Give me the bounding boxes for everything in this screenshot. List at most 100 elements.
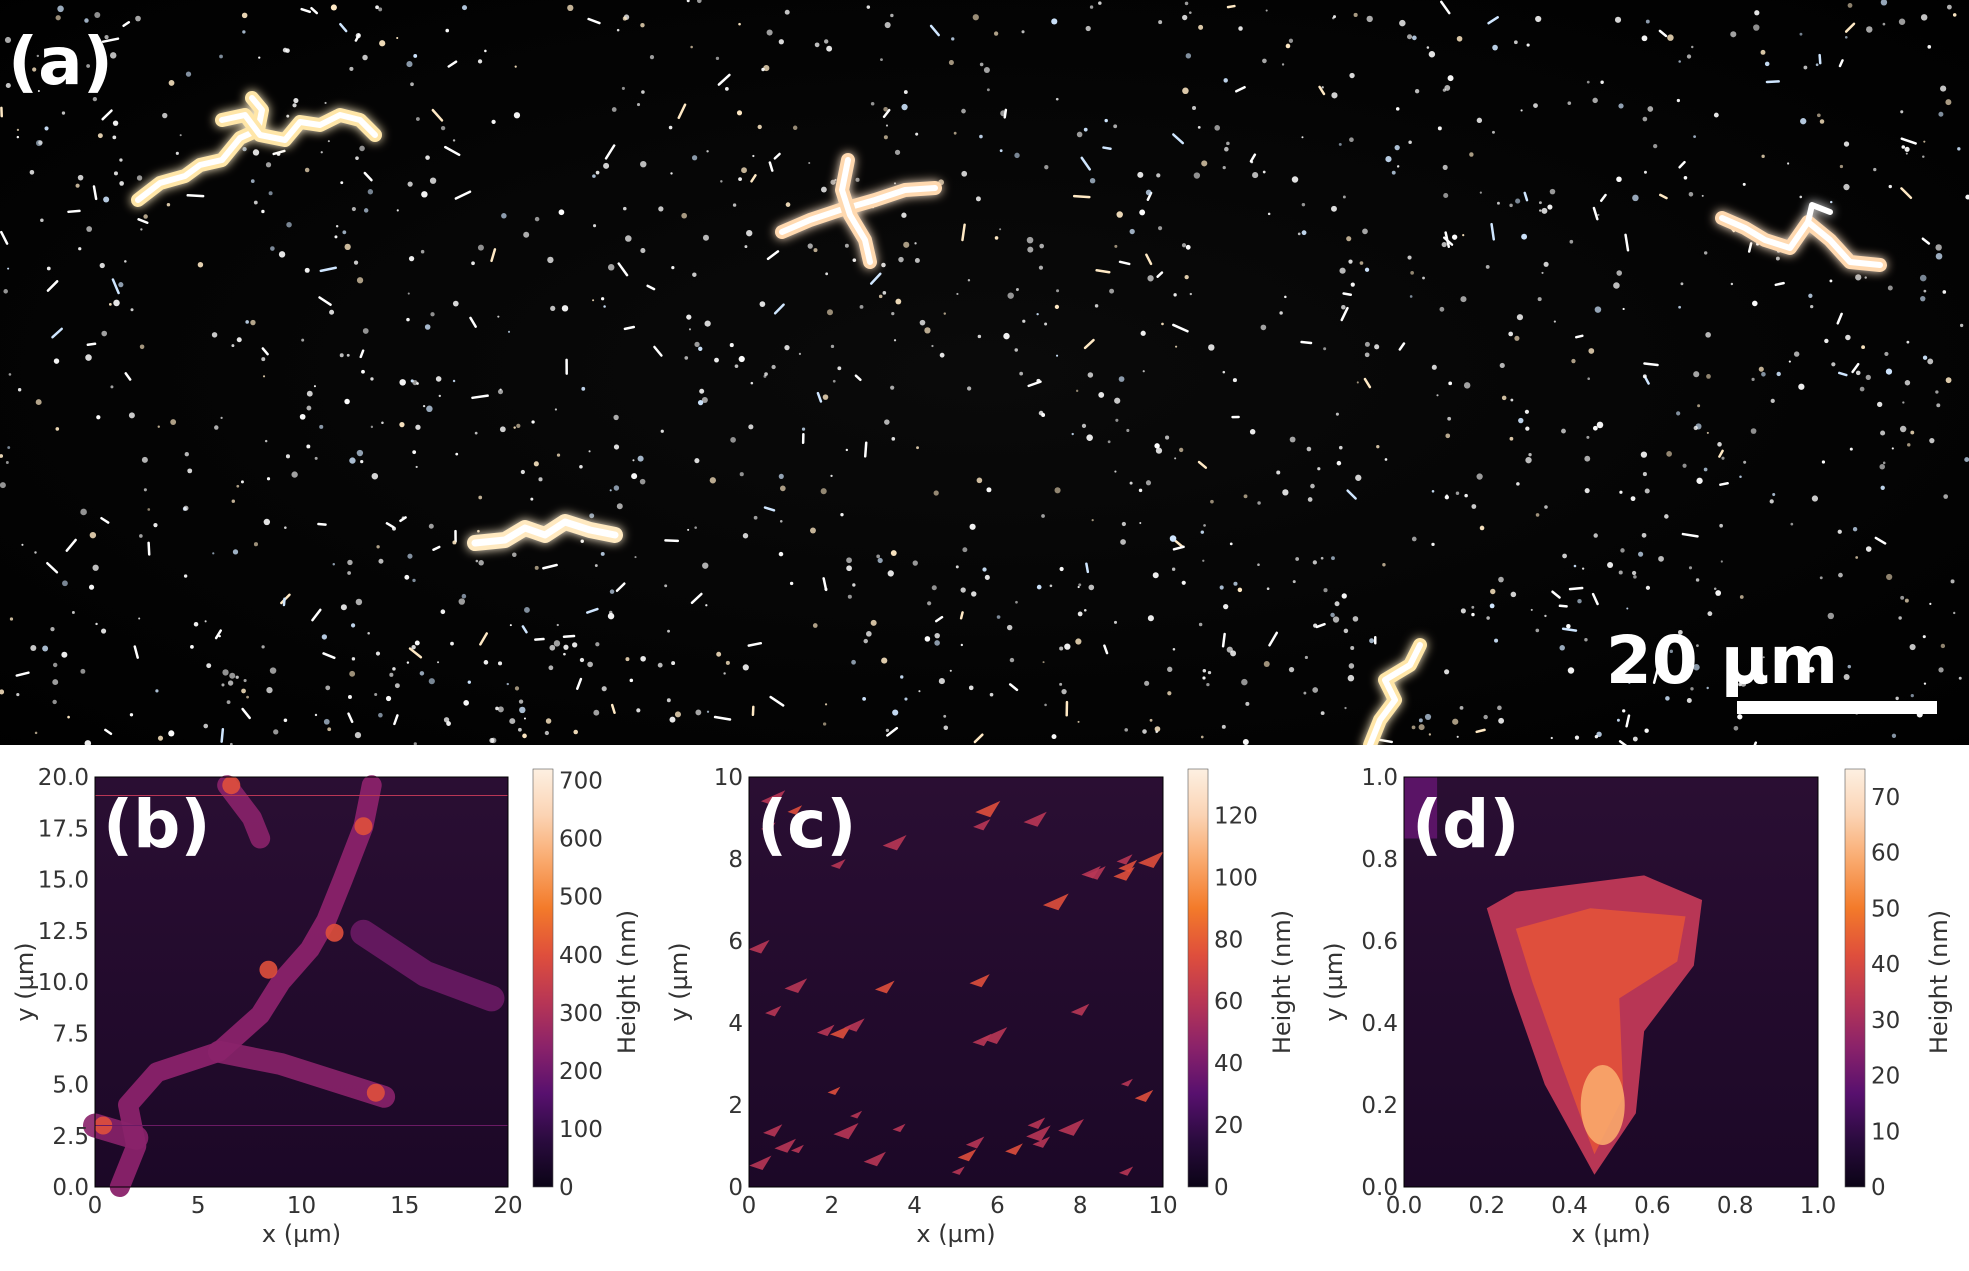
particle: [961, 170, 968, 177]
particle: [554, 408, 557, 411]
particle: [1021, 30, 1025, 34]
particle: [1843, 141, 1850, 147]
particle: [1747, 242, 1753, 253]
height-peak: [259, 960, 278, 979]
particle: [431, 108, 444, 122]
particle: [601, 686, 607, 692]
particle: [414, 640, 420, 646]
particle: [1471, 504, 1477, 509]
particle: [1352, 616, 1359, 622]
particle: [1898, 616, 1902, 620]
y-tick-label: 4: [728, 1011, 743, 1037]
particle: [1952, 13, 1957, 17]
particle: [1348, 259, 1353, 264]
particle: [261, 209, 265, 214]
particle: [961, 108, 966, 114]
particle: [1103, 644, 1109, 655]
particle: [1644, 488, 1650, 494]
particle: [961, 223, 966, 242]
particle: [261, 357, 266, 362]
particle: [694, 458, 700, 464]
particle: [435, 376, 442, 382]
particle: [732, 203, 737, 207]
particle: [186, 194, 205, 198]
particle-feature: [748, 939, 770, 954]
particle: [1829, 279, 1833, 283]
particle: [1666, 451, 1672, 457]
particle: [664, 539, 680, 543]
particle: [825, 272, 829, 276]
particle: [124, 372, 132, 381]
particle: [730, 437, 736, 443]
particle: [393, 714, 399, 726]
particle: [1055, 97, 1059, 101]
particle: [594, 564, 598, 567]
particle: [306, 405, 312, 411]
particle: [347, 712, 354, 724]
particle: [1333, 15, 1337, 19]
particle: [748, 424, 754, 430]
particle: [447, 60, 458, 68]
particle: [1331, 205, 1337, 212]
particle: [1831, 362, 1836, 367]
particle: [993, 31, 999, 36]
particle: [264, 439, 268, 443]
particle: [621, 86, 625, 90]
particle: [1516, 482, 1520, 486]
particle: [976, 477, 983, 484]
particle: [1847, 3, 1853, 8]
x-tick-label: 0: [742, 1193, 757, 1219]
particle: [1014, 348, 1018, 352]
particle: [702, 234, 710, 241]
particle: [1855, 370, 1861, 376]
particle: [65, 538, 77, 552]
particle: [497, 389, 504, 395]
particle: [977, 334, 982, 339]
particle: [203, 723, 209, 729]
particle: [830, 179, 836, 185]
particle: [1752, 300, 1758, 307]
particle: [1038, 265, 1044, 270]
particle: [866, 5, 871, 9]
particle: [1440, 0, 1451, 15]
particle: [1342, 292, 1353, 296]
particle-feature: [882, 834, 907, 851]
particle: [392, 667, 396, 671]
particle: [124, 260, 127, 263]
particle: [1054, 304, 1060, 309]
particle: [483, 660, 489, 665]
aggregate-chain: [131, 91, 382, 207]
particle: [1341, 304, 1346, 310]
particle: [1800, 118, 1807, 125]
particle: [1071, 432, 1074, 436]
particle: [1824, 338, 1829, 344]
particle: [999, 228, 1002, 231]
particle: [157, 425, 160, 428]
particle: [118, 282, 124, 288]
particle: [1349, 137, 1354, 143]
particle: [332, 562, 336, 566]
particle: [1369, 638, 1375, 644]
particle: [1597, 213, 1600, 216]
y-tick-label: 0: [728, 1175, 743, 1201]
particle: [1118, 376, 1125, 382]
particle: [1384, 458, 1388, 461]
particle: [9, 617, 14, 621]
particle: [452, 540, 457, 545]
particle: [1642, 116, 1648, 122]
particle: [1683, 175, 1688, 180]
particle: [1291, 176, 1299, 183]
particle: [231, 499, 236, 503]
particle: [34, 551, 37, 554]
particle: [637, 455, 644, 462]
colorbar-tick-label: 80: [1214, 927, 1243, 953]
particle: [1173, 293, 1177, 297]
particle: [413, 742, 417, 745]
particle: [953, 131, 957, 135]
particle: [407, 553, 413, 559]
particle: [1182, 14, 1188, 21]
particle: [104, 35, 109, 40]
particle: [461, 593, 467, 599]
particle: [1544, 614, 1547, 618]
x-tick-label: 0.6: [1634, 1193, 1671, 1219]
